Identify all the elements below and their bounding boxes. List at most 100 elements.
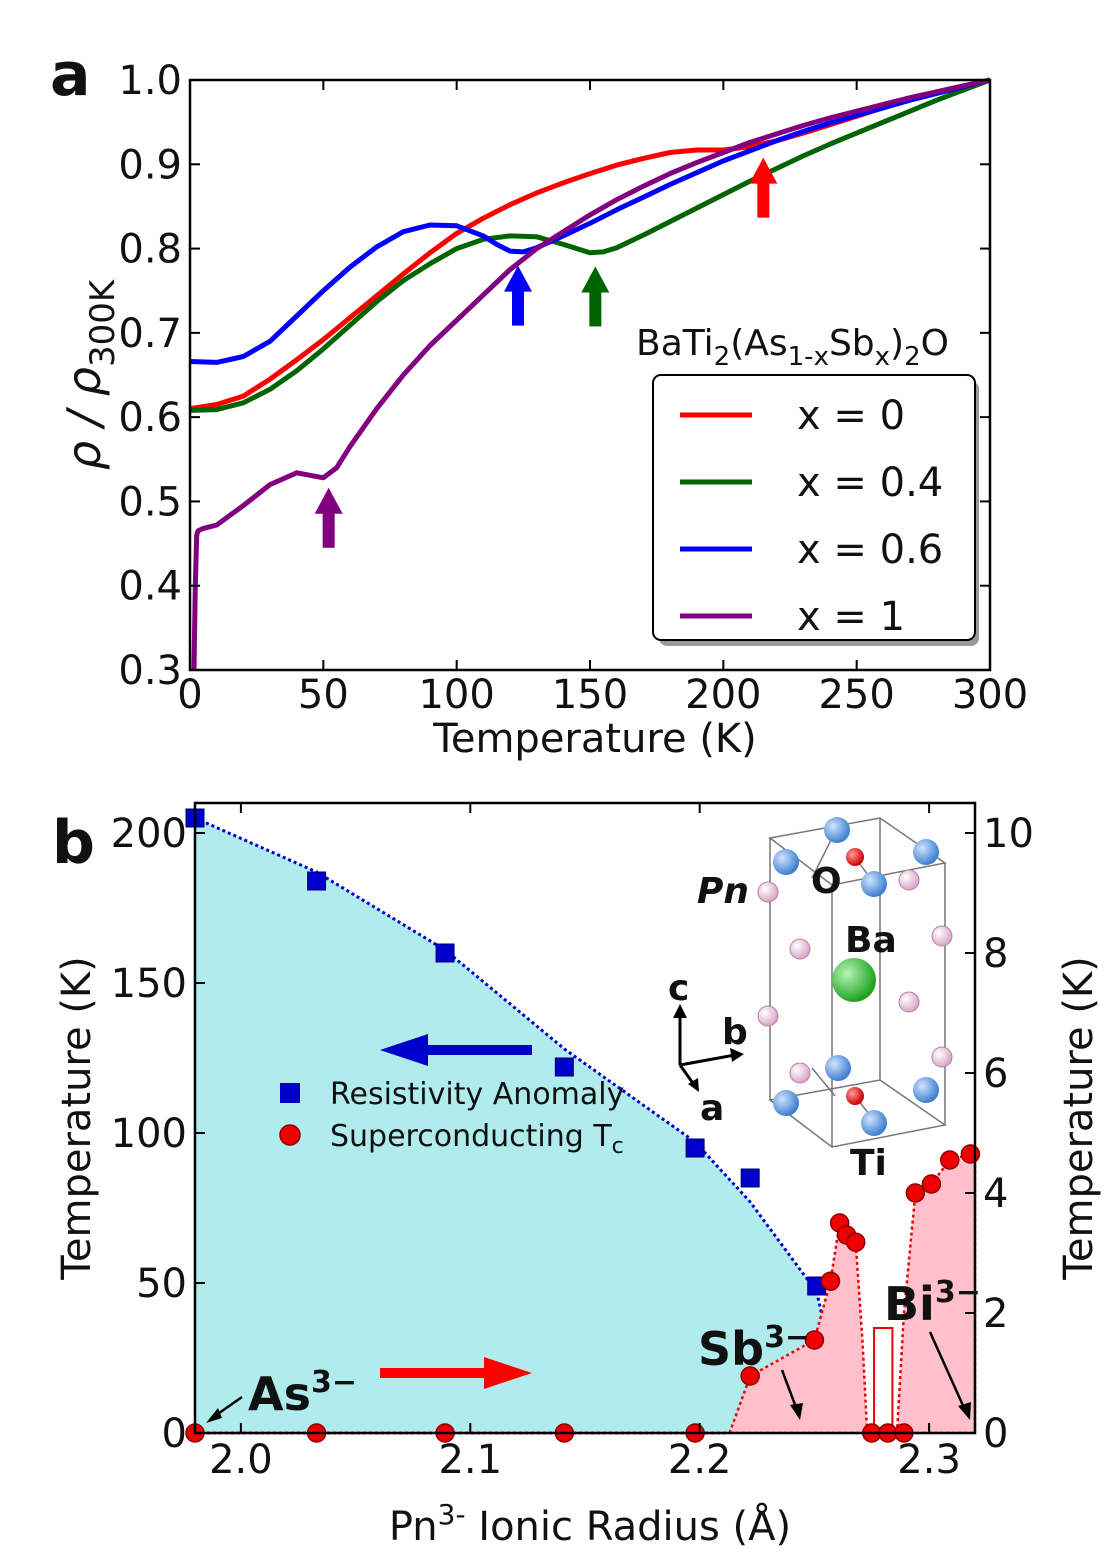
y-left-tick-label: 0 [162,1411,187,1457]
bi-ion-label: Bi3− [884,1275,981,1331]
tc-point [845,1232,866,1252]
panel-a-ylabel-main: ρ / ρ [57,367,111,470]
anomaly-point [435,943,455,963]
y-tick-label: 1.0 [118,58,182,104]
panel-a-ticks: 0 50 100 150 200 250 300 0.3 0.4 0.5 0.6 0.7 0.8 0.9 1… [118,58,1028,718]
panel-b-legend: Resistivity Anomaly Superconducting Tc [279,1077,624,1159]
panel-b-ylabel-right: Temperature (K) [1056,956,1102,1281]
anomaly-arrow-shaft [757,179,770,218]
o-atoms [846,848,864,1105]
panel-b-ylabel-left: Temperature (K) [54,956,100,1281]
anomaly-point [740,1168,760,1188]
y-left-tick-label: 50 [136,1261,187,1307]
y-tick-label: 0.6 [118,395,182,441]
right-axis-arrow-head [484,1357,532,1389]
b-axis-label: b [722,1012,748,1053]
undetermined-region [873,1327,894,1434]
y-tick-label: 0.5 [118,479,182,525]
y-tick-label: 0.3 [118,648,182,694]
y-tick-label: 0.9 [118,142,182,188]
a-axis-head [688,1078,699,1092]
legend-b-item2: Superconducting Tc [330,1119,624,1159]
anomaly-arrow-shaft [589,288,602,327]
panel-label-a: a [50,40,91,110]
y-right-tick-label: 2 [983,1291,1008,1337]
y-right-tick-label: 6 [983,1051,1008,1097]
ti-label: Ti [850,1143,887,1184]
o-label: O [811,861,842,902]
x-tick-label: 200 [685,672,761,718]
tc-point [740,1366,760,1386]
anomaly-region [195,818,829,1433]
y-left-tick-label: 200 [111,811,187,857]
x-tick-label: 2.0 [209,1437,273,1483]
panel-a-xlabel: Temperature (K) [432,716,757,762]
ba-atom [832,958,876,1002]
tc-point [921,1174,942,1194]
anomaly-arrow-shaft [322,509,335,548]
x-tick-label: 50 [298,672,349,718]
y-right-tick-label: 4 [983,1171,1008,1217]
panel-b-frame [193,801,977,1435]
pn-atoms [757,869,953,1084]
sb-pointer-head [790,1403,803,1420]
tc-point [820,1271,841,1291]
panel-a-legend: BaTi2(As1-xSbx)2O x = 0x = 0.4x = 0.6x =… [636,323,979,646]
left-axis-arrow-head [380,1034,428,1066]
x-tick-label: 100 [418,672,494,718]
panel-b: b 2.0 2.1 2.2 2.3 0 50 100 150 200 0 2 4 6 8 10 Temper… [52,801,1102,1550]
panel-a-ylabel: ρ / ρ300K [57,278,123,470]
x-tick-label: 2.2 [668,1437,732,1483]
y-right-tick-label: 0 [983,1411,1008,1457]
x-tick-label: 150 [552,672,628,718]
y-tick-label: 0.7 [118,311,182,357]
x-tick-label: 2.1 [438,1437,502,1483]
legend-a-items: x = 0 x = 0.4 x = 0.6 x = 1 [680,393,943,640]
legend-label: x = 0.6 [797,527,943,573]
series-line-x-0-6 [189,77,991,365]
panel-a-ylabel-sub: 300K [83,278,123,367]
anomaly-arrow-shaft [512,287,524,326]
panel-b-direction-arrows [380,1034,532,1389]
ti-atoms [773,817,939,1136]
y-tick-label: 0.4 [118,564,182,610]
sb-ion-label: Sb3− [698,1320,810,1376]
anomaly-point [685,1138,705,1158]
anomaly-point [307,871,327,891]
legend-b-square-marker [280,1083,300,1103]
panel-b-ticks: 2.0 2.1 2.2 2.3 0 50 100 150 200 0 2 4 6 8 10 [111,803,1034,1483]
legend-label: x = 0.4 [797,460,943,506]
panel-label-b: b [52,808,95,878]
x-tick-label: 2.3 [897,1437,961,1483]
legend-a-box [652,374,976,641]
legend-label: x = 0 [797,393,905,439]
anomaly-arrow-head [314,487,343,514]
anomaly-arrow-head [749,157,778,184]
crystal-structure-inset: Pn O Ba Ti c b a [668,817,953,1184]
anomaly-boundary [194,816,830,1344]
panel-b-xlabel: Pn3- Ionic Radius (Å) [389,1498,791,1550]
x-tick-label: 0 [177,672,202,718]
y-left-tick-label: 100 [111,1111,187,1157]
legend-a-title: BaTi2(As1-xSbx)2O [636,323,949,372]
panel-b-plot-area [185,808,981,1443]
panel-a: a 0 50 100 150 200 250 300 0.3 0.4 0.5 0.6 0.7 0.8 0.… [50,40,1028,762]
tc-point [940,1150,960,1170]
as-pointer-head [206,1408,222,1423]
y-right-tick-label: 10 [983,811,1034,857]
legend-b-item1: Resistivity Anomaly [330,1077,624,1112]
anomaly-arrow-head [581,266,610,293]
anomaly-point [554,1057,574,1077]
pn-label: Pn [697,871,749,912]
ion-labels: As3− Sb3− Bi3− [206,1275,981,1423]
tc-point [960,1144,981,1164]
panel-a-plot-area [189,77,991,671]
b-axis-head [730,1048,744,1062]
y-left-tick-label: 150 [111,961,187,1007]
x-tick-label: 250 [818,672,894,718]
tc-point [905,1183,926,1203]
x-tick-label: 300 [952,672,1028,718]
series-line-x-0-4 [189,77,991,413]
ba-label: Ba [845,920,897,961]
